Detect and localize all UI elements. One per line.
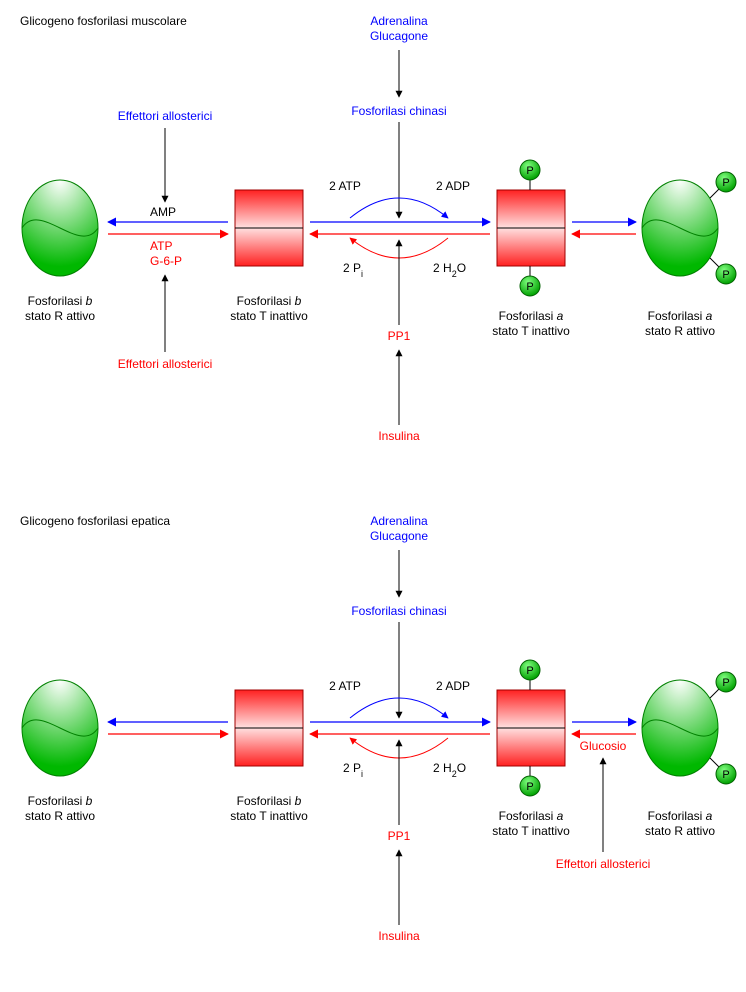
svg-text:Fosforilasi a: Fosforilasi a xyxy=(648,809,713,823)
svg-text:P: P xyxy=(526,165,533,177)
insulin-top: Insulina xyxy=(378,429,420,443)
svg-text:stato R attivo: stato R attivo xyxy=(25,809,95,823)
glucosio-label: Glucosio xyxy=(580,739,627,753)
atp2: 2 ATP xyxy=(329,179,361,193)
svg-text:stato T inattivo: stato T inattivo xyxy=(230,809,308,823)
pp1-top: PP1 xyxy=(388,329,411,343)
svg-text:Fosforilasi b: Fosforilasi b xyxy=(237,294,302,308)
insulin-bot: Insulina xyxy=(378,929,420,943)
svg-text:2 H2O: 2 H2O xyxy=(433,761,466,779)
svg-text:2 Pi: 2 Pi xyxy=(343,261,363,279)
svg-text:P: P xyxy=(722,677,729,689)
rect-a-T: P P xyxy=(497,160,565,296)
adp2: 2 ADP xyxy=(436,179,470,193)
svg-text:P: P xyxy=(722,269,729,281)
svg-text:Fosforilasi a: Fosforilasi a xyxy=(499,809,564,823)
svg-text:Fosforilasi a: Fosforilasi a xyxy=(648,309,713,323)
eff-blue-top: Effettori allosterici xyxy=(118,109,212,123)
svg-text:2 ATP: 2 ATP xyxy=(329,679,361,693)
svg-text:Fosforilasi b: Fosforilasi b xyxy=(237,794,302,808)
oval-b-R xyxy=(22,680,98,776)
amp-label: AMP xyxy=(150,205,176,219)
pp1-bot: PP1 xyxy=(388,829,411,843)
title-top: Glicogeno fosforilasi muscolare xyxy=(20,14,187,28)
oval-a-R: P P xyxy=(642,672,736,784)
atp-label: ATP xyxy=(150,239,172,253)
svg-text:2 Pi: 2 Pi xyxy=(343,761,363,779)
diagram: Glicogeno fosforilasi muscolare Adrenali… xyxy=(0,0,746,992)
svg-text:P: P xyxy=(722,769,729,781)
svg-text:P: P xyxy=(526,281,533,293)
svg-text:stato R attivo: stato R attivo xyxy=(645,824,715,838)
svg-text:stato T inattivo: stato T inattivo xyxy=(492,324,570,338)
panel-epatica: Glicogeno fosforilasi epatica Adrenalina… xyxy=(20,514,736,943)
svg-text:Glucagone: Glucagone xyxy=(370,529,428,543)
rect-a-T: P P xyxy=(497,660,565,796)
panel-muscolare: Glicogeno fosforilasi muscolare Adrenali… xyxy=(20,14,736,443)
svg-text:stato T inattivo: stato T inattivo xyxy=(492,824,570,838)
rect-b-T xyxy=(235,190,303,266)
svg-text:Adrenalina: Adrenalina xyxy=(370,514,428,528)
kinase-top: Fosforilasi chinasi xyxy=(351,104,446,118)
svg-text:stato R attivo: stato R attivo xyxy=(25,309,95,323)
svg-text:stato T inattivo: stato T inattivo xyxy=(230,309,308,323)
oval-b-R xyxy=(22,180,98,276)
eff-red-bot: Effettori allosterici xyxy=(556,857,650,871)
svg-text:2 ADP: 2 ADP xyxy=(436,679,470,693)
title-bot: Glicogeno fosforilasi epatica xyxy=(20,514,170,528)
svg-text:P: P xyxy=(526,781,533,793)
hormone-1: Adrenalina xyxy=(370,14,428,28)
kinase-bot: Fosforilasi chinasi xyxy=(351,604,446,618)
rect-b-T xyxy=(235,690,303,766)
g6p-label: G-6-P xyxy=(150,254,182,268)
svg-text:Fosforilasi a: Fosforilasi a xyxy=(499,309,564,323)
svg-text:stato R attivo: stato R attivo xyxy=(645,324,715,338)
eff-red-top: Effettori allosterici xyxy=(118,357,212,371)
svg-text:2 H2O: 2 H2O xyxy=(433,261,466,279)
svg-text:P: P xyxy=(526,665,533,677)
hormone-2: Glucagone xyxy=(370,29,428,43)
svg-text:Fosforilasi b: Fosforilasi b xyxy=(28,294,93,308)
oval-a-R: P P xyxy=(642,172,736,284)
svg-text:P: P xyxy=(722,177,729,189)
svg-text:Fosforilasi b: Fosforilasi b xyxy=(28,794,93,808)
